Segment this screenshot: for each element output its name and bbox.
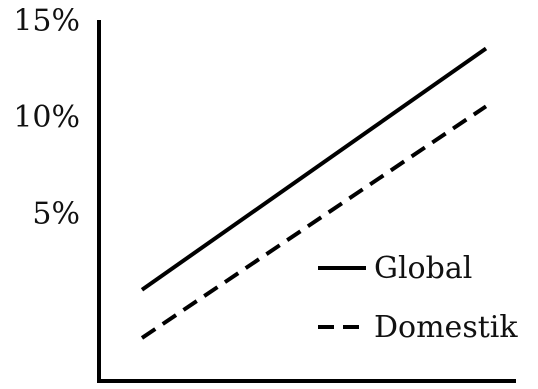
- series-line-domestik: [140, 104, 488, 340]
- series-lines: [140, 46, 488, 340]
- y-tick-label: 15%: [13, 4, 80, 39]
- y-tick-label: 5%: [32, 197, 80, 232]
- series-line-global: [140, 46, 488, 292]
- legend: Global Domestik: [318, 251, 518, 345]
- legend-label-domestik: Domestik: [374, 310, 518, 345]
- y-tick-labels: 15% 10% 5%: [13, 4, 80, 232]
- y-tick-label: 10%: [13, 100, 80, 135]
- legend-label-global: Global: [374, 251, 472, 286]
